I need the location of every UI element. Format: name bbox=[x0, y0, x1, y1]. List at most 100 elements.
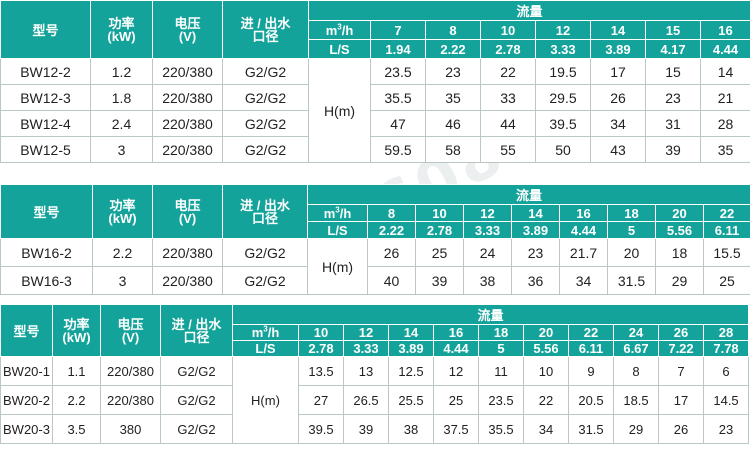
flow-m3h: 7 bbox=[370, 20, 426, 40]
power-cell: 3 bbox=[92, 266, 153, 295]
flow-m3h: 12 bbox=[463, 204, 512, 222]
head-cell: 22 bbox=[480, 58, 536, 85]
flow-m3h: 22 bbox=[568, 324, 614, 341]
flow-m3h: 16 bbox=[699, 20, 750, 40]
flow-ls: 4.17 bbox=[645, 39, 701, 59]
power-cell: 2.4 bbox=[90, 110, 153, 137]
head-cell: 12 bbox=[433, 356, 479, 386]
flow-ls: 2.22 bbox=[425, 39, 481, 59]
flow-m3h: 22 bbox=[702, 204, 750, 222]
flow-ls: 7.78 bbox=[702, 340, 750, 357]
flow-m3h: 10 bbox=[480, 20, 536, 40]
power-cell: 3 bbox=[90, 136, 153, 163]
inout-cell: G2/G2 bbox=[222, 110, 309, 137]
head-cell: 10 bbox=[523, 356, 569, 386]
head-cell: 21.7 bbox=[559, 238, 608, 267]
head-cell: 34 bbox=[559, 266, 608, 295]
table-row: BW20-1 1.1 220/380 G2/G2 H(m) 13.5 13 12… bbox=[0, 356, 750, 444]
flow-m3h: 14 bbox=[511, 204, 560, 222]
head-cell: 31.5 bbox=[568, 414, 614, 444]
flow-m3h: 15 bbox=[645, 20, 701, 40]
header-flow: 流量 bbox=[231, 304, 750, 325]
flow-ls: 6.67 bbox=[613, 340, 659, 357]
power-cell: 2.2 bbox=[92, 238, 153, 267]
head-cell: 14 bbox=[699, 58, 750, 85]
pump-table-bw20: 型号 功率 (kW) 电压 (V) 进 / 出水 口径 流量 m3/h 10 12 1… bbox=[0, 304, 750, 444]
header-power: 功率 (kW) bbox=[90, 0, 153, 59]
flow-m3h: 18 bbox=[478, 324, 524, 341]
flow-m3h: 8 bbox=[367, 204, 416, 222]
pump-table-bw12: 型号 功率 (kW) 电压 (V) 进 / 出水 口径 流量 m3/h 7 8 10 … bbox=[0, 0, 750, 163]
head-cell: 21 bbox=[699, 84, 750, 111]
head-cell: 40 bbox=[367, 266, 416, 295]
header-flow: 流量 bbox=[307, 0, 750, 21]
voltage-cell: 380 bbox=[100, 414, 161, 444]
head-label: H(m) bbox=[308, 58, 371, 163]
head-cell: 8 bbox=[613, 356, 659, 386]
model-cell: BW12-5 bbox=[0, 136, 91, 163]
inout-cell: G2/G2 bbox=[222, 58, 309, 85]
flow-m3h: 12 bbox=[343, 324, 389, 341]
power-cell: 1.2 bbox=[90, 58, 153, 85]
head-cell: 24 bbox=[463, 238, 512, 267]
model-cell: BW12-2 bbox=[0, 58, 91, 85]
head-cell: 35.5 bbox=[478, 414, 524, 444]
header-power: 功率 (kW) bbox=[52, 304, 101, 357]
voltage-cell: 220/380 bbox=[152, 266, 223, 295]
flow-ls: 2.78 bbox=[480, 39, 536, 59]
flow-ls: 2.78 bbox=[298, 340, 344, 357]
head-label: H(m) bbox=[307, 238, 368, 295]
head-cell: 39 bbox=[415, 266, 464, 295]
voltage-cell: 220/380 bbox=[152, 238, 223, 267]
flow-ls: 2.22 bbox=[367, 221, 416, 239]
unit-ls: L/S bbox=[307, 221, 368, 239]
head-cell: 25.5 bbox=[388, 385, 434, 415]
header-inlet-outlet: 进 / 出水 口径 bbox=[222, 0, 309, 59]
model-cell: BW12-3 bbox=[0, 84, 91, 111]
head-cell: 26 bbox=[590, 84, 646, 111]
inout-cell: G2/G2 bbox=[222, 136, 309, 163]
table-row: BW12-4 2.4 220/380 G2/G2 47 46 44 39.5 3… bbox=[0, 110, 750, 137]
power-cell: 2.2 bbox=[52, 385, 101, 415]
head-cell: 43 bbox=[590, 136, 646, 163]
flow-m3h: 20 bbox=[523, 324, 569, 341]
voltage-cell: 220/380 bbox=[100, 385, 161, 415]
flow-ls: 6.11 bbox=[702, 221, 750, 239]
flow-ls: 6.11 bbox=[568, 340, 614, 357]
unit-ls: L/S bbox=[308, 39, 371, 59]
head-cell: 38 bbox=[463, 266, 512, 295]
flow-m3h: 16 bbox=[559, 204, 608, 222]
head-label: H(m) bbox=[232, 356, 299, 444]
head-cell: 20 bbox=[607, 238, 656, 267]
head-cell: 46 bbox=[425, 110, 481, 137]
head-cell: 39 bbox=[343, 414, 389, 444]
flow-ls: 3.33 bbox=[535, 39, 591, 59]
head-cell: 13.5 bbox=[298, 356, 344, 386]
flow-ls: 3.33 bbox=[343, 340, 389, 357]
flow-m3h: 12 bbox=[535, 20, 591, 40]
head-cell: 50 bbox=[535, 136, 591, 163]
head-cell: 15 bbox=[645, 58, 701, 85]
header-voltage: 电压 (V) bbox=[152, 0, 223, 59]
flow-ls: 4.44 bbox=[699, 39, 750, 59]
flow-ls: 3.89 bbox=[388, 340, 434, 357]
voltage-cell: 220/380 bbox=[152, 110, 223, 137]
head-cell: 59.5 bbox=[370, 136, 426, 163]
flow-m3h: 28 bbox=[702, 324, 750, 341]
inout-cell: G2/G2 bbox=[222, 84, 309, 111]
header-model: 型号 bbox=[0, 184, 93, 239]
head-cell: 34 bbox=[523, 414, 569, 444]
flow-m3h: 14 bbox=[388, 324, 434, 341]
head-cell: 26 bbox=[658, 414, 704, 444]
voltage-cell: 220/380 bbox=[152, 84, 223, 111]
flow-m3h: 26 bbox=[658, 324, 704, 341]
model-cell: BW20-2 bbox=[0, 385, 53, 415]
head-cell: 34 bbox=[590, 110, 646, 137]
flow-ls: 2.78 bbox=[415, 221, 464, 239]
flow-ls: 5 bbox=[478, 340, 524, 357]
head-cell: 23 bbox=[425, 58, 481, 85]
header-inlet-outlet: 进 / 出水 口径 bbox=[160, 304, 233, 357]
head-cell: 12.5 bbox=[388, 356, 434, 386]
flow-ls: 3.33 bbox=[463, 221, 512, 239]
header-inlet-outlet: 进 / 出水 口径 bbox=[222, 184, 308, 239]
